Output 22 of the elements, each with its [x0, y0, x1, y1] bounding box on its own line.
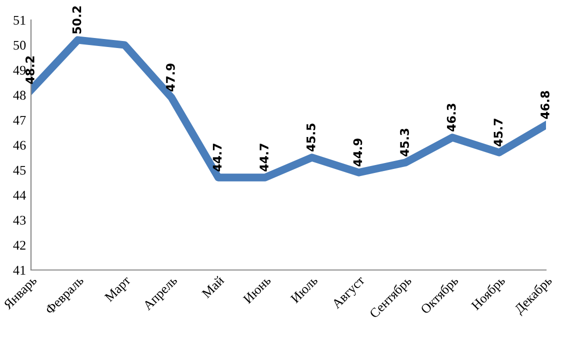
data-label: 46.3: [446, 104, 456, 132]
y-tick-label: 45: [13, 166, 26, 175]
y-tick-label: 46: [13, 140, 26, 150]
y-tick-label: 41: [13, 266, 26, 275]
y-tick-label: 47: [13, 116, 26, 125]
data-label: 45.7: [494, 118, 503, 146]
data-label: 45.5: [306, 124, 316, 152]
data-label: 44.9: [353, 138, 362, 166]
y-tick-label: 51: [14, 16, 26, 25]
y-tick-label: 48: [13, 90, 26, 100]
data-label: 44.7: [260, 144, 268, 172]
y-tick-label: 43: [13, 216, 26, 225]
data-label: 48.2: [25, 56, 34, 84]
data-label: 46.8: [540, 91, 550, 119]
data-label: 45.3: [400, 128, 409, 156]
y-tick-label: 42: [13, 240, 26, 250]
data-label: 44.7: [212, 144, 222, 172]
data-label: 50.2: [72, 6, 82, 34]
y-tick-label: 50: [14, 40, 26, 50]
y-tick-label: 44: [13, 190, 26, 200]
y-tick-label: 49: [13, 66, 26, 75]
data-label: 47.9: [166, 64, 175, 92]
